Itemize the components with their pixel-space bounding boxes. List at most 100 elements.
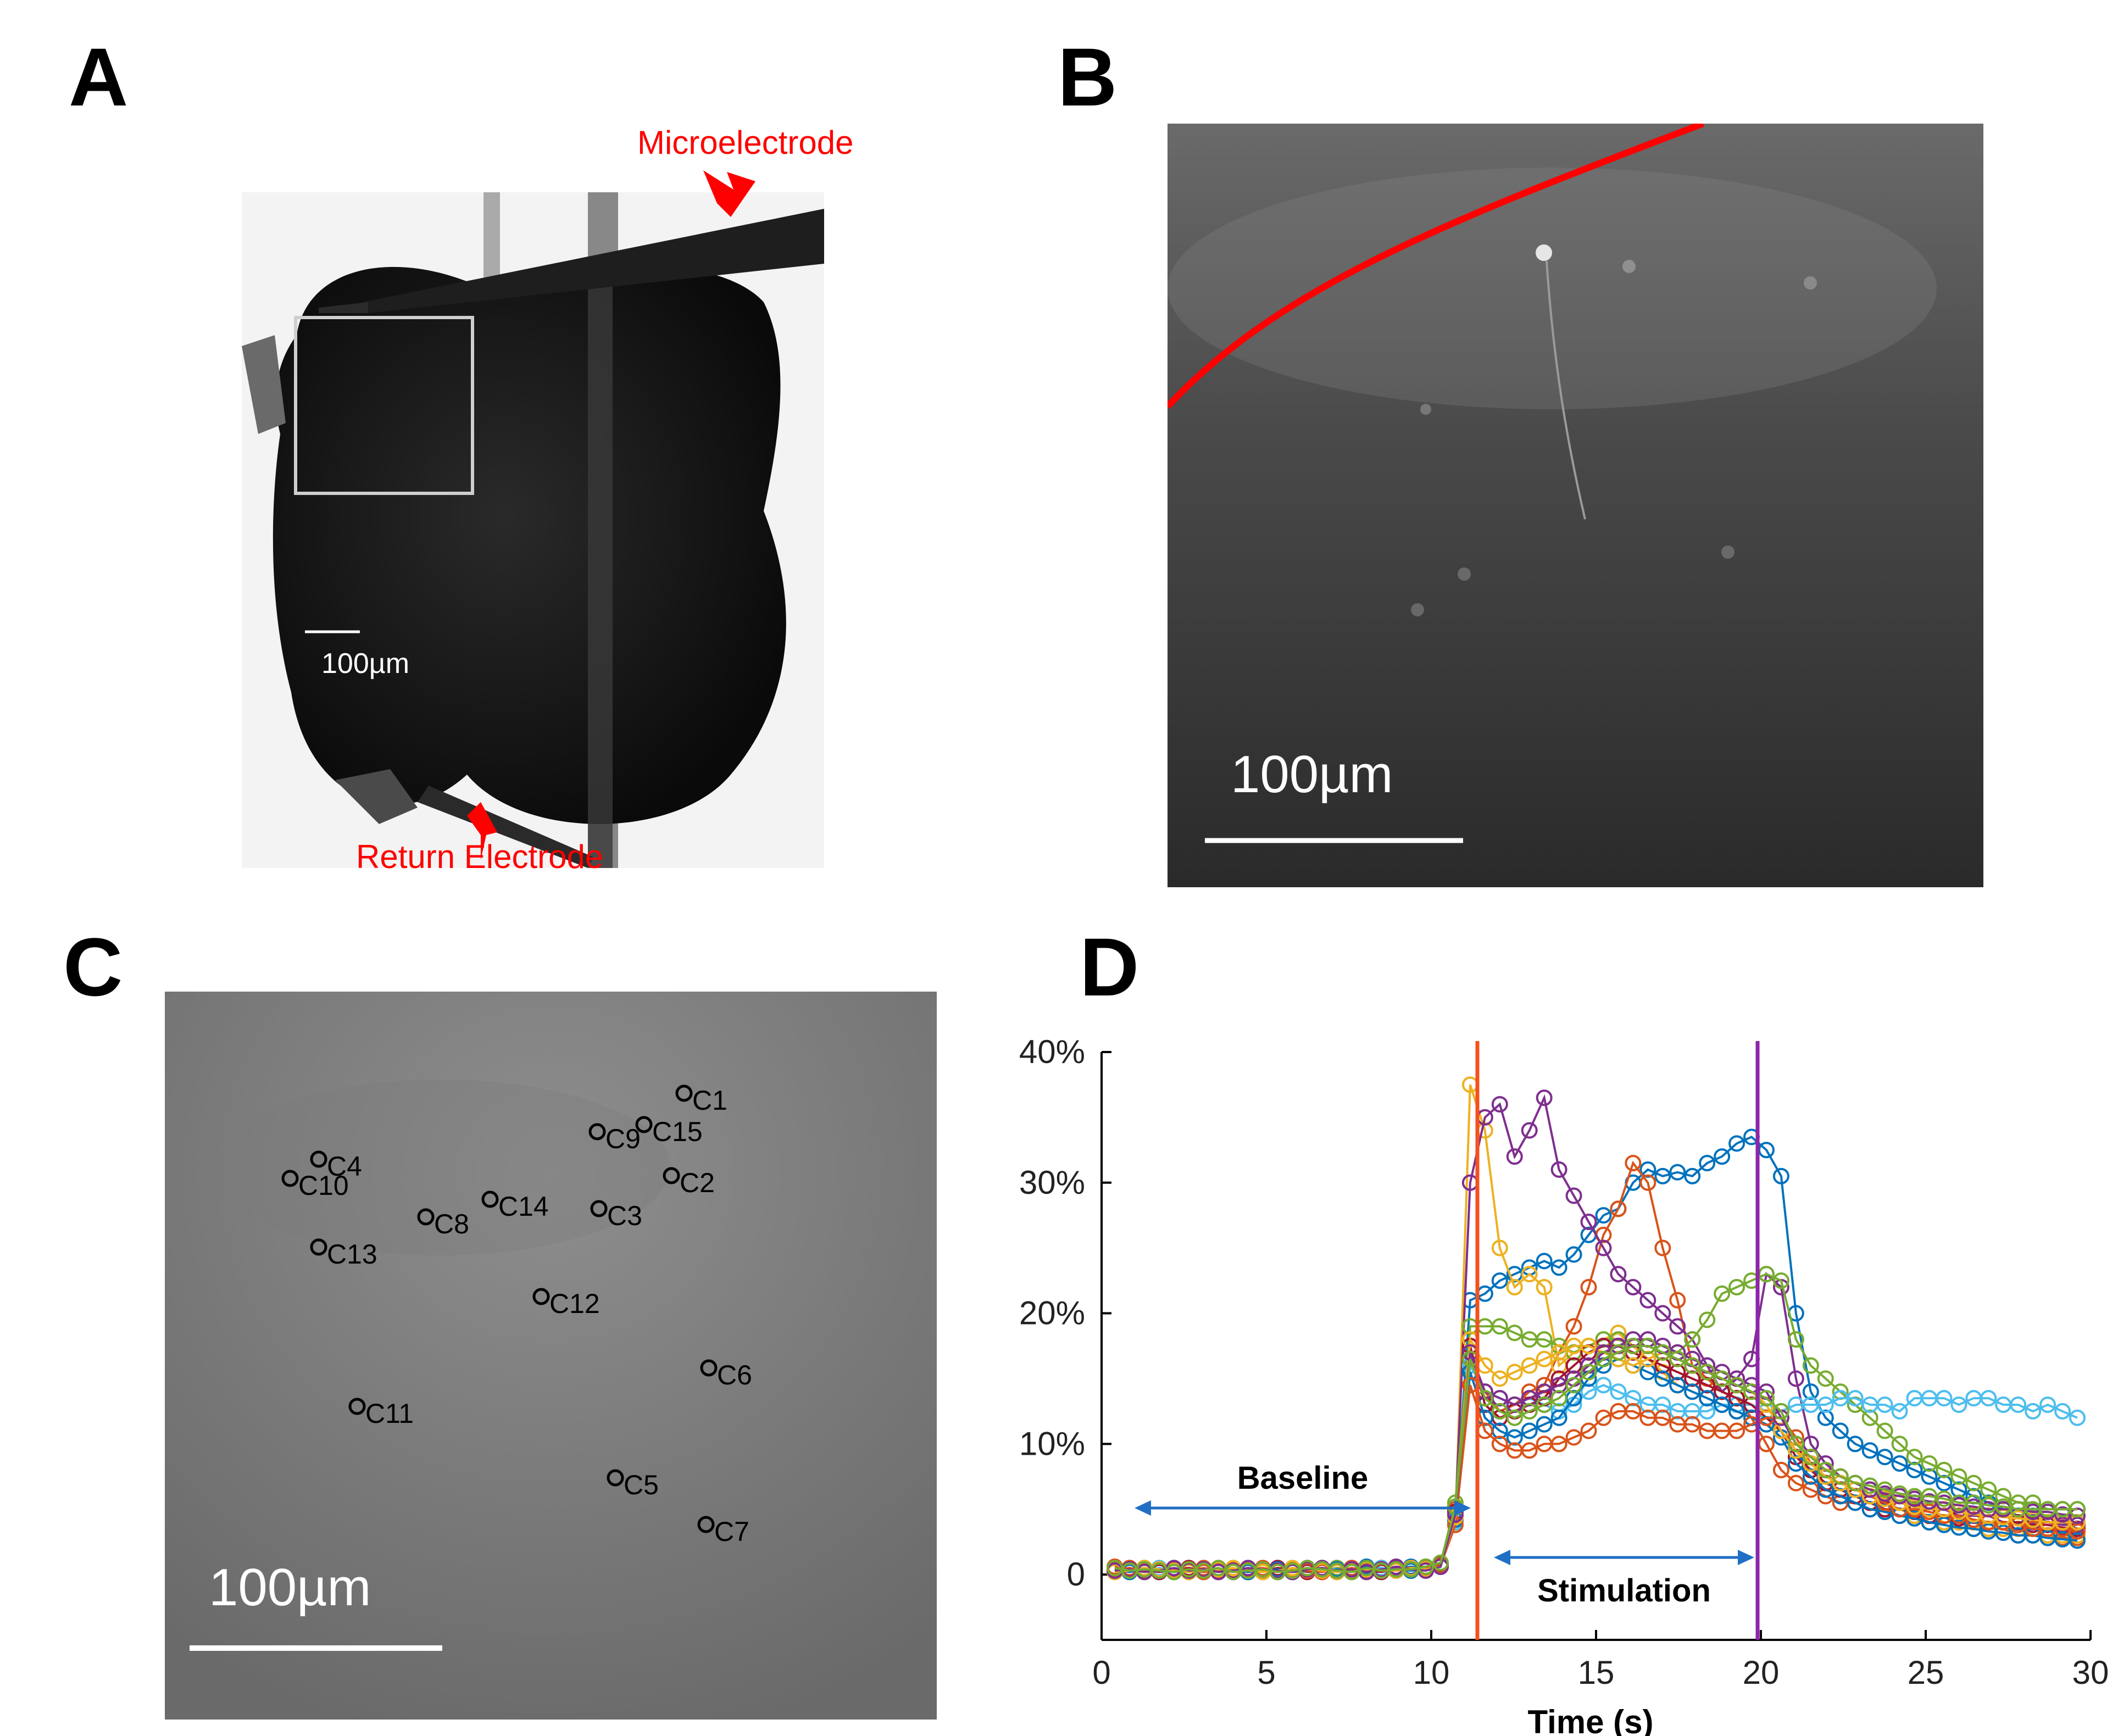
data-point (1699, 1390, 1716, 1407)
data-point (1565, 1187, 1582, 1204)
data-point (1654, 1167, 1671, 1184)
data-point (1936, 1475, 1953, 1492)
data-point (1491, 1272, 1508, 1289)
return-electrode-arrow (467, 802, 497, 860)
data-point (1817, 1461, 1834, 1478)
data-point (1639, 1364, 1656, 1381)
cell-marker-c14 (481, 1190, 499, 1208)
data-point (1654, 1239, 1671, 1256)
data-point (1432, 1554, 1449, 1571)
data-point (1625, 1155, 1642, 1172)
data-point (1787, 1435, 1804, 1453)
data-point (1654, 1370, 1671, 1387)
data-point (1847, 1494, 1864, 1511)
data-point (1950, 1468, 1967, 1485)
data-point (1802, 1449, 1819, 1466)
data-point (1580, 1383, 1597, 1400)
data-point (1536, 1089, 1553, 1106)
data-point (1580, 1422, 1597, 1439)
cell-marker-c5 (607, 1469, 624, 1487)
data-point (1595, 1239, 1612, 1256)
data-point (1580, 1364, 1597, 1381)
data-point (1550, 1409, 1567, 1426)
microelectrode-arrow (703, 170, 755, 217)
cell-label-c12: C12 (549, 1288, 600, 1319)
x-tick-label: 30 (2072, 1654, 2109, 1691)
data-point (1506, 1325, 1523, 1342)
data-point (1891, 1403, 1908, 1420)
data-point (1654, 1409, 1671, 1426)
data-point (1536, 1279, 1553, 1295)
data-point (1669, 1377, 1686, 1394)
x-tick-label: 15 (1578, 1654, 1615, 1691)
baseline-label: Baseline (1237, 1460, 1369, 1496)
data-point (1699, 1377, 1716, 1394)
x-tick-label: 25 (1908, 1654, 1944, 1691)
data-point (1521, 1442, 1538, 1459)
data-point (1210, 1560, 1227, 1577)
data-point (1639, 1338, 1656, 1354)
data-point (1580, 1214, 1597, 1231)
data-point (1550, 1390, 1567, 1407)
data-point (1536, 1253, 1553, 1270)
cell-marker-c8 (417, 1208, 435, 1226)
return-electrode-label: Return Electrode (356, 838, 604, 875)
data-point (1536, 1416, 1553, 1433)
cell-label-c4: C4 (327, 1151, 362, 1182)
data-point (1521, 1390, 1538, 1407)
cell-marker-c10 (281, 1170, 299, 1187)
data-point (1787, 1475, 1804, 1492)
stimulation-label: Stimulation (1537, 1573, 1711, 1609)
data-point (1417, 1558, 1435, 1575)
data-point (1699, 1155, 1716, 1172)
data-point (1891, 1455, 1908, 1472)
data-point (1684, 1167, 1701, 1184)
data-point (1817, 1481, 1834, 1498)
data-point (1565, 1318, 1582, 1335)
data-point (1950, 1481, 1967, 1498)
data-point (2069, 1409, 2086, 1426)
data-point (1639, 1161, 1656, 1178)
data-point (1595, 1377, 1612, 1394)
data-point (1669, 1292, 1686, 1309)
panel-a-letter: A (69, 31, 129, 123)
x-tick-label: 10 (1413, 1654, 1450, 1691)
cell-marker-c15 (635, 1116, 653, 1133)
panel-b-image (1168, 124, 1983, 887)
cell-label-c2: C2 (680, 1167, 715, 1198)
roi-box (294, 316, 474, 495)
cell-label-c6: C6 (717, 1360, 752, 1390)
data-point (1995, 1488, 2012, 1505)
cell-markers: C1 C2 C3 C4 C5 C6 C7 C8 C9 C10 C11 C12 C13 C14 C15 (281, 1084, 752, 1547)
data-point (1684, 1383, 1701, 1400)
cell-label-c11: C11 (365, 1398, 414, 1429)
cell-label-c13: C13 (327, 1239, 377, 1270)
data-point (1343, 1563, 1360, 1581)
cell-label-c5: C5 (624, 1470, 659, 1500)
data-point (1506, 1429, 1523, 1446)
brain-silhouette (273, 263, 786, 824)
data-point (1714, 1148, 1731, 1165)
panel-a-scale-label: 100µm (321, 648, 410, 680)
data-point (1936, 1390, 1953, 1407)
cell-label-c10: C10 (298, 1170, 349, 1201)
cell-label-c8: C8 (434, 1209, 469, 1239)
data-point (1550, 1344, 1567, 1361)
data-point (1595, 1350, 1612, 1367)
cell-label-c1: C1 (692, 1085, 727, 1116)
panel-c-scale-label: 100µm (209, 1558, 371, 1617)
data-point (1728, 1390, 1745, 1407)
data-point (1832, 1422, 1849, 1439)
panel-d-letter: D (1080, 921, 1139, 1013)
data-point (1802, 1357, 1819, 1374)
microelectrode-label: Microelectrode (637, 124, 854, 161)
data-point (1625, 1357, 1642, 1374)
data-point (1506, 1148, 1523, 1165)
data-point (1965, 1475, 1982, 1492)
data-point (1906, 1510, 1923, 1527)
cell-marker-c1 (675, 1084, 693, 1102)
data-point (1861, 1477, 1878, 1494)
data-point (1521, 1266, 1538, 1283)
data-point (1521, 1357, 1538, 1374)
